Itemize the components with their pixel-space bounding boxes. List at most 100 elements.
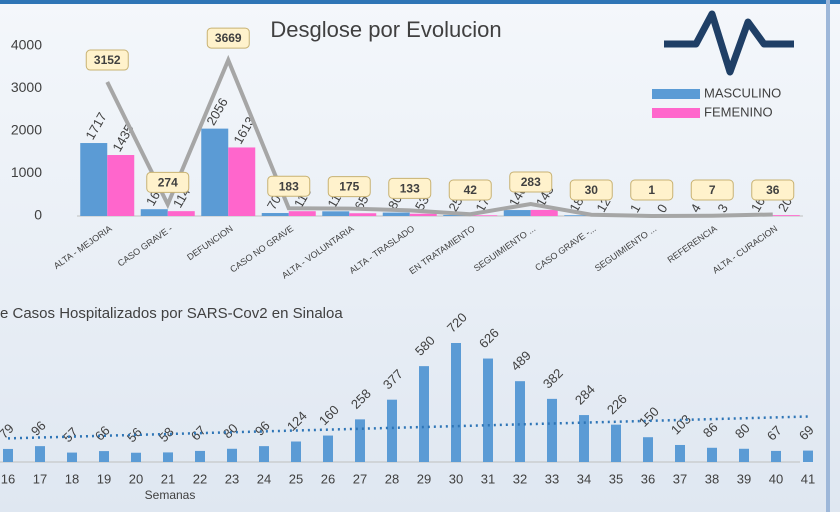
bar <box>80 143 108 216</box>
x-tick-label: 27 <box>353 471 367 486</box>
callout <box>206 27 250 49</box>
y-tick-label: 3000 <box>11 79 42 95</box>
bar <box>131 452 141 462</box>
bar-label: 70 <box>264 192 284 212</box>
bar <box>483 358 493 462</box>
callout <box>630 179 674 201</box>
bar <box>579 415 589 462</box>
x-tick-label: 24 <box>257 471 271 486</box>
data-label: 36 <box>766 183 780 197</box>
data-label: 30 <box>585 183 599 197</box>
legend-swatch <box>652 89 700 99</box>
bar <box>323 435 333 462</box>
x-tick-label: 18 <box>65 471 79 486</box>
callout <box>448 179 492 201</box>
bar <box>707 447 717 462</box>
bar <box>451 343 461 462</box>
bar <box>259 446 269 462</box>
x-tick-label: 37 <box>673 471 687 486</box>
bar <box>530 209 558 216</box>
bar <box>771 450 781 462</box>
right-border <box>826 0 830 512</box>
bar <box>349 213 377 216</box>
data-label: 183 <box>279 179 299 193</box>
x-tick-label: 32 <box>513 471 527 486</box>
callout <box>690 179 734 201</box>
bar <box>547 398 557 462</box>
x-tick-label: 40 <box>769 471 783 486</box>
legend-swatch <box>652 108 700 118</box>
data-label: 42 <box>464 183 478 197</box>
x-tick-label: 25 <box>289 471 303 486</box>
data-label: 1 <box>648 183 655 197</box>
data-label: 283 <box>521 175 541 189</box>
x-tick-label: 33 <box>545 471 559 486</box>
bar <box>288 211 316 216</box>
callout <box>327 176 371 198</box>
x-tick-label: 29 <box>417 471 431 486</box>
bar <box>675 444 685 462</box>
x-tick-label: 28 <box>385 471 399 486</box>
bar <box>643 437 653 462</box>
callout <box>146 171 190 193</box>
x-tick-label: 38 <box>705 471 719 486</box>
y-tick-label: 2000 <box>11 122 42 138</box>
bar <box>3 448 13 462</box>
x-tick-label: 19 <box>97 471 111 486</box>
x-tick-label: 34 <box>577 471 591 486</box>
x-tick-label: 31 <box>481 471 495 486</box>
x-tick-label: 41 <box>801 471 815 486</box>
trend-line <box>7 415 809 440</box>
bar <box>564 215 592 216</box>
data-label: 175 <box>339 180 359 194</box>
top-border <box>0 0 840 4</box>
x-tick-label: 20 <box>129 471 143 486</box>
callout <box>509 171 553 193</box>
bar <box>772 215 800 216</box>
x-tick-label: 22 <box>193 471 207 486</box>
chart-title: e Casos Hospitalizados por SARS-Cov2 en … <box>0 305 343 322</box>
legend-label: MASCULINO <box>704 85 781 100</box>
bar <box>322 211 350 216</box>
callout <box>85 49 129 71</box>
y-tick-label: 4000 <box>11 37 42 53</box>
bar <box>739 448 749 462</box>
bar <box>355 419 365 462</box>
bar <box>195 450 205 462</box>
bar <box>261 213 289 216</box>
data-label: 3152 <box>94 53 121 67</box>
x-axis-label: Semanas <box>145 488 196 502</box>
bar <box>107 155 135 216</box>
callout <box>267 175 311 197</box>
bar <box>140 209 168 216</box>
bar <box>201 128 229 216</box>
logo-icon <box>664 10 794 76</box>
bar <box>291 441 301 462</box>
callout <box>751 179 795 201</box>
bar <box>99 451 109 462</box>
x-tick-label: 23 <box>225 471 239 486</box>
total-line <box>105 54 773 218</box>
x-tick-label: 16 <box>1 471 15 486</box>
x-tick-label: 36 <box>641 471 655 486</box>
bar <box>443 214 471 216</box>
bar <box>35 446 45 462</box>
data-label: 274 <box>158 176 178 190</box>
data-label: 133 <box>400 182 420 196</box>
bar <box>228 147 256 216</box>
x-tick-label: 17 <box>33 471 47 486</box>
bar <box>503 210 531 216</box>
bar <box>803 450 813 462</box>
bar <box>470 215 498 216</box>
x-tick-label: 21 <box>161 471 175 486</box>
chart-title: Desglose por Evolucion <box>270 17 501 42</box>
bar <box>419 366 429 462</box>
legend-label: FEMENINO <box>704 104 773 119</box>
bar <box>387 399 397 462</box>
bar <box>409 213 437 216</box>
x-tick-label: 35 <box>609 471 623 486</box>
bar <box>163 452 173 462</box>
bar <box>515 381 525 462</box>
